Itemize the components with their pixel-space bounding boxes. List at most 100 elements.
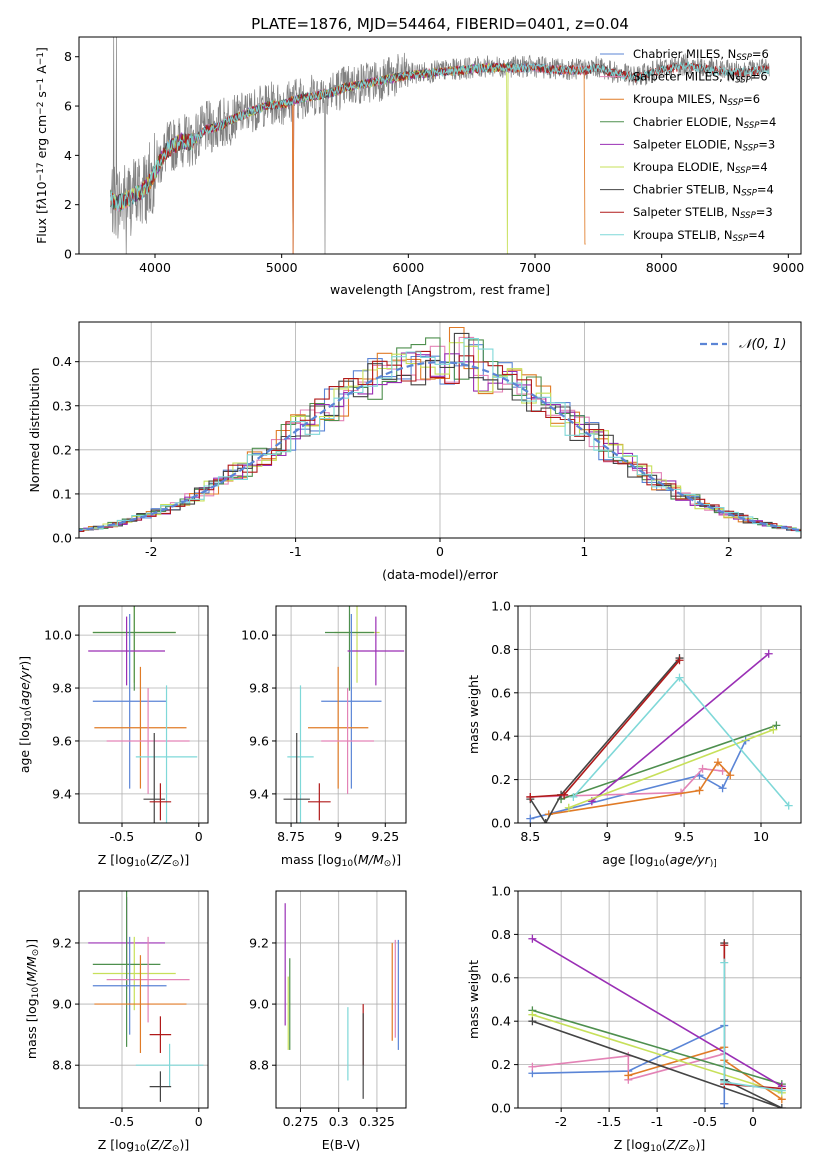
axes-frame bbox=[275, 605, 407, 824]
weight-line bbox=[532, 1053, 725, 1081]
y-tick-label: 9.8 bbox=[249, 681, 269, 696]
weight-line bbox=[531, 938, 783, 1087]
weight-marker bbox=[698, 764, 707, 773]
y-tick-label: 0.0 bbox=[491, 816, 511, 831]
chart-spectrum: 4000 5000 6000 7000 8000 9000 0 2 4 6 8 wavelength … bbox=[34, 36, 804, 297]
x-axis-label: age [log10(age/yr)] bbox=[602, 852, 717, 869]
weight-marker bbox=[726, 771, 735, 780]
legend-label-sub: SSP bbox=[728, 98, 744, 108]
y-axis-label-part: 10 bbox=[24, 710, 34, 722]
legend-label-tail: =4 bbox=[757, 183, 774, 197]
legend-label-sub: SSP bbox=[743, 144, 759, 154]
weight-series-salpeter-stelib bbox=[526, 656, 684, 801]
errorbar-chabrier-elodie bbox=[324, 606, 374, 691]
y-tick-label: 9.2 bbox=[249, 935, 269, 950]
chart-weights_vs_z: -2 -1.5 -1 -0.5 0 0.0 0.2 0.4 0.6 0.8 1.0 Z [log10(… bbox=[466, 884, 802, 1154]
x-axis-label-part: Z/Z bbox=[150, 852, 173, 867]
legend-label-tail: =6 bbox=[751, 70, 768, 84]
x-tick-label: 0.275 bbox=[283, 1114, 319, 1129]
weight-marker bbox=[769, 725, 778, 734]
y-tick-label: 8 bbox=[64, 49, 72, 64]
y-tick-label: 8.8 bbox=[52, 1058, 72, 1073]
legend-label-tail: =4 bbox=[751, 160, 768, 174]
x-tick-label: -1 bbox=[651, 1114, 663, 1129]
axes-frame bbox=[517, 890, 802, 1109]
x-tick-label: -2 bbox=[555, 1114, 567, 1129]
weight-line bbox=[568, 728, 774, 809]
y-tick-label: 9.0 bbox=[52, 997, 72, 1012]
legend-label-tail: =6 bbox=[752, 47, 769, 61]
x-axis-label-part: mass [log bbox=[281, 852, 342, 867]
x-tick-label: 2 bbox=[725, 544, 733, 559]
x-tick-label: 9000 bbox=[772, 260, 804, 275]
weight-series-salpeter-elodie bbox=[587, 649, 773, 806]
x-tick-label: -2 bbox=[145, 544, 157, 559]
weight-line bbox=[532, 1013, 783, 1094]
y-tick-label: 9.0 bbox=[249, 997, 269, 1012]
y-axis-label-part: λ bbox=[34, 197, 49, 205]
errorbar-kroupa-stelib bbox=[135, 685, 198, 823]
x-axis-label-part: 10 bbox=[134, 1144, 146, 1154]
x-tick-label: 5000 bbox=[266, 260, 298, 275]
x-axis-label-part: )] bbox=[391, 852, 401, 867]
legend-label-sub: SSP bbox=[740, 211, 756, 221]
x-tick-label: 9 bbox=[603, 829, 611, 844]
legend-label-sub: SSP bbox=[741, 189, 757, 199]
errorbar-kroupa-miles bbox=[94, 666, 187, 789]
x-axis-label-part: ⊙ bbox=[172, 1144, 180, 1154]
weight-marker bbox=[560, 790, 569, 799]
legend-label-main: Chabrier ELODIE, N bbox=[633, 115, 744, 129]
axes-frame bbox=[78, 605, 209, 824]
weight-marker bbox=[526, 814, 535, 823]
weight-marker bbox=[528, 934, 537, 943]
y-tick-label: 6 bbox=[64, 99, 72, 114]
y-tick-label: 1.0 bbox=[491, 599, 511, 614]
weight-marker bbox=[695, 786, 704, 795]
weight-marker bbox=[720, 1077, 729, 1086]
x-axis-label-part: )] bbox=[710, 859, 717, 869]
x-tick-label: 0 bbox=[195, 829, 203, 844]
x-axis-label-part: Z/Z bbox=[666, 1137, 689, 1152]
y-axis-label-part: s bbox=[34, 91, 49, 102]
y-tick-label: 4 bbox=[64, 148, 72, 163]
y-axis-label-part: −2 bbox=[36, 102, 46, 115]
y-tick-label: 0.6 bbox=[491, 970, 511, 985]
x-axis-label: wavelength [Angstrom, rest frame] bbox=[330, 282, 550, 297]
y-tick-label: 0.8 bbox=[491, 927, 511, 942]
y-tick-label: 10.0 bbox=[44, 628, 72, 643]
legend-label: Kroupa MILES, NSSP=6 bbox=[633, 92, 760, 108]
weight-marker bbox=[720, 941, 729, 950]
errorbar-kroupa-miles bbox=[94, 955, 187, 1053]
y-tick-label: 0.0 bbox=[491, 1101, 511, 1116]
weight-line bbox=[591, 653, 770, 802]
weight-marker bbox=[720, 958, 729, 967]
plot-area bbox=[518, 891, 801, 1108]
chart-age_vs_z: -0.5 09.49.69.810.0Z [log10(Z/Z⊙)]age [lo… bbox=[17, 605, 209, 869]
y-tick-label: 9.2 bbox=[52, 935, 72, 950]
weight-marker bbox=[526, 792, 535, 801]
errorbar-chabrier-miles bbox=[92, 936, 167, 1035]
errorbar-kroupa-stelib bbox=[287, 685, 314, 823]
weight-series-chabrier-miles bbox=[526, 736, 750, 823]
y-tick-label: 0.1 bbox=[52, 486, 72, 501]
errorbar-kroupa-miles bbox=[308, 666, 369, 789]
x-axis-label-part: Z [log bbox=[614, 1137, 650, 1152]
weight-line bbox=[530, 740, 747, 820]
y-axis-label-part: age [log bbox=[17, 722, 32, 773]
legend-label: Salpeter ELODIE, NSSP=3 bbox=[633, 137, 775, 153]
y-axis-label-part: −17 bbox=[36, 162, 46, 181]
spectrum-model-kroupa-stelib bbox=[110, 61, 770, 211]
x-tick-label: 0 bbox=[436, 544, 444, 559]
weight-series-chabrier-elodie bbox=[557, 721, 781, 804]
y-axis-label: Normed distribution bbox=[27, 368, 42, 493]
y-tick-label: 0.4 bbox=[491, 1014, 511, 1029]
y-axis-label-part: −1 bbox=[36, 52, 46, 65]
weight-series-kroupa-stelib bbox=[569, 673, 793, 810]
legend-label-main: Kroupa STELIB, N bbox=[633, 228, 733, 242]
weight-marker bbox=[675, 673, 684, 682]
weight-marker bbox=[777, 1086, 786, 1095]
plot-area bbox=[276, 891, 406, 1108]
y-tick-label: 0.0 bbox=[52, 531, 72, 546]
